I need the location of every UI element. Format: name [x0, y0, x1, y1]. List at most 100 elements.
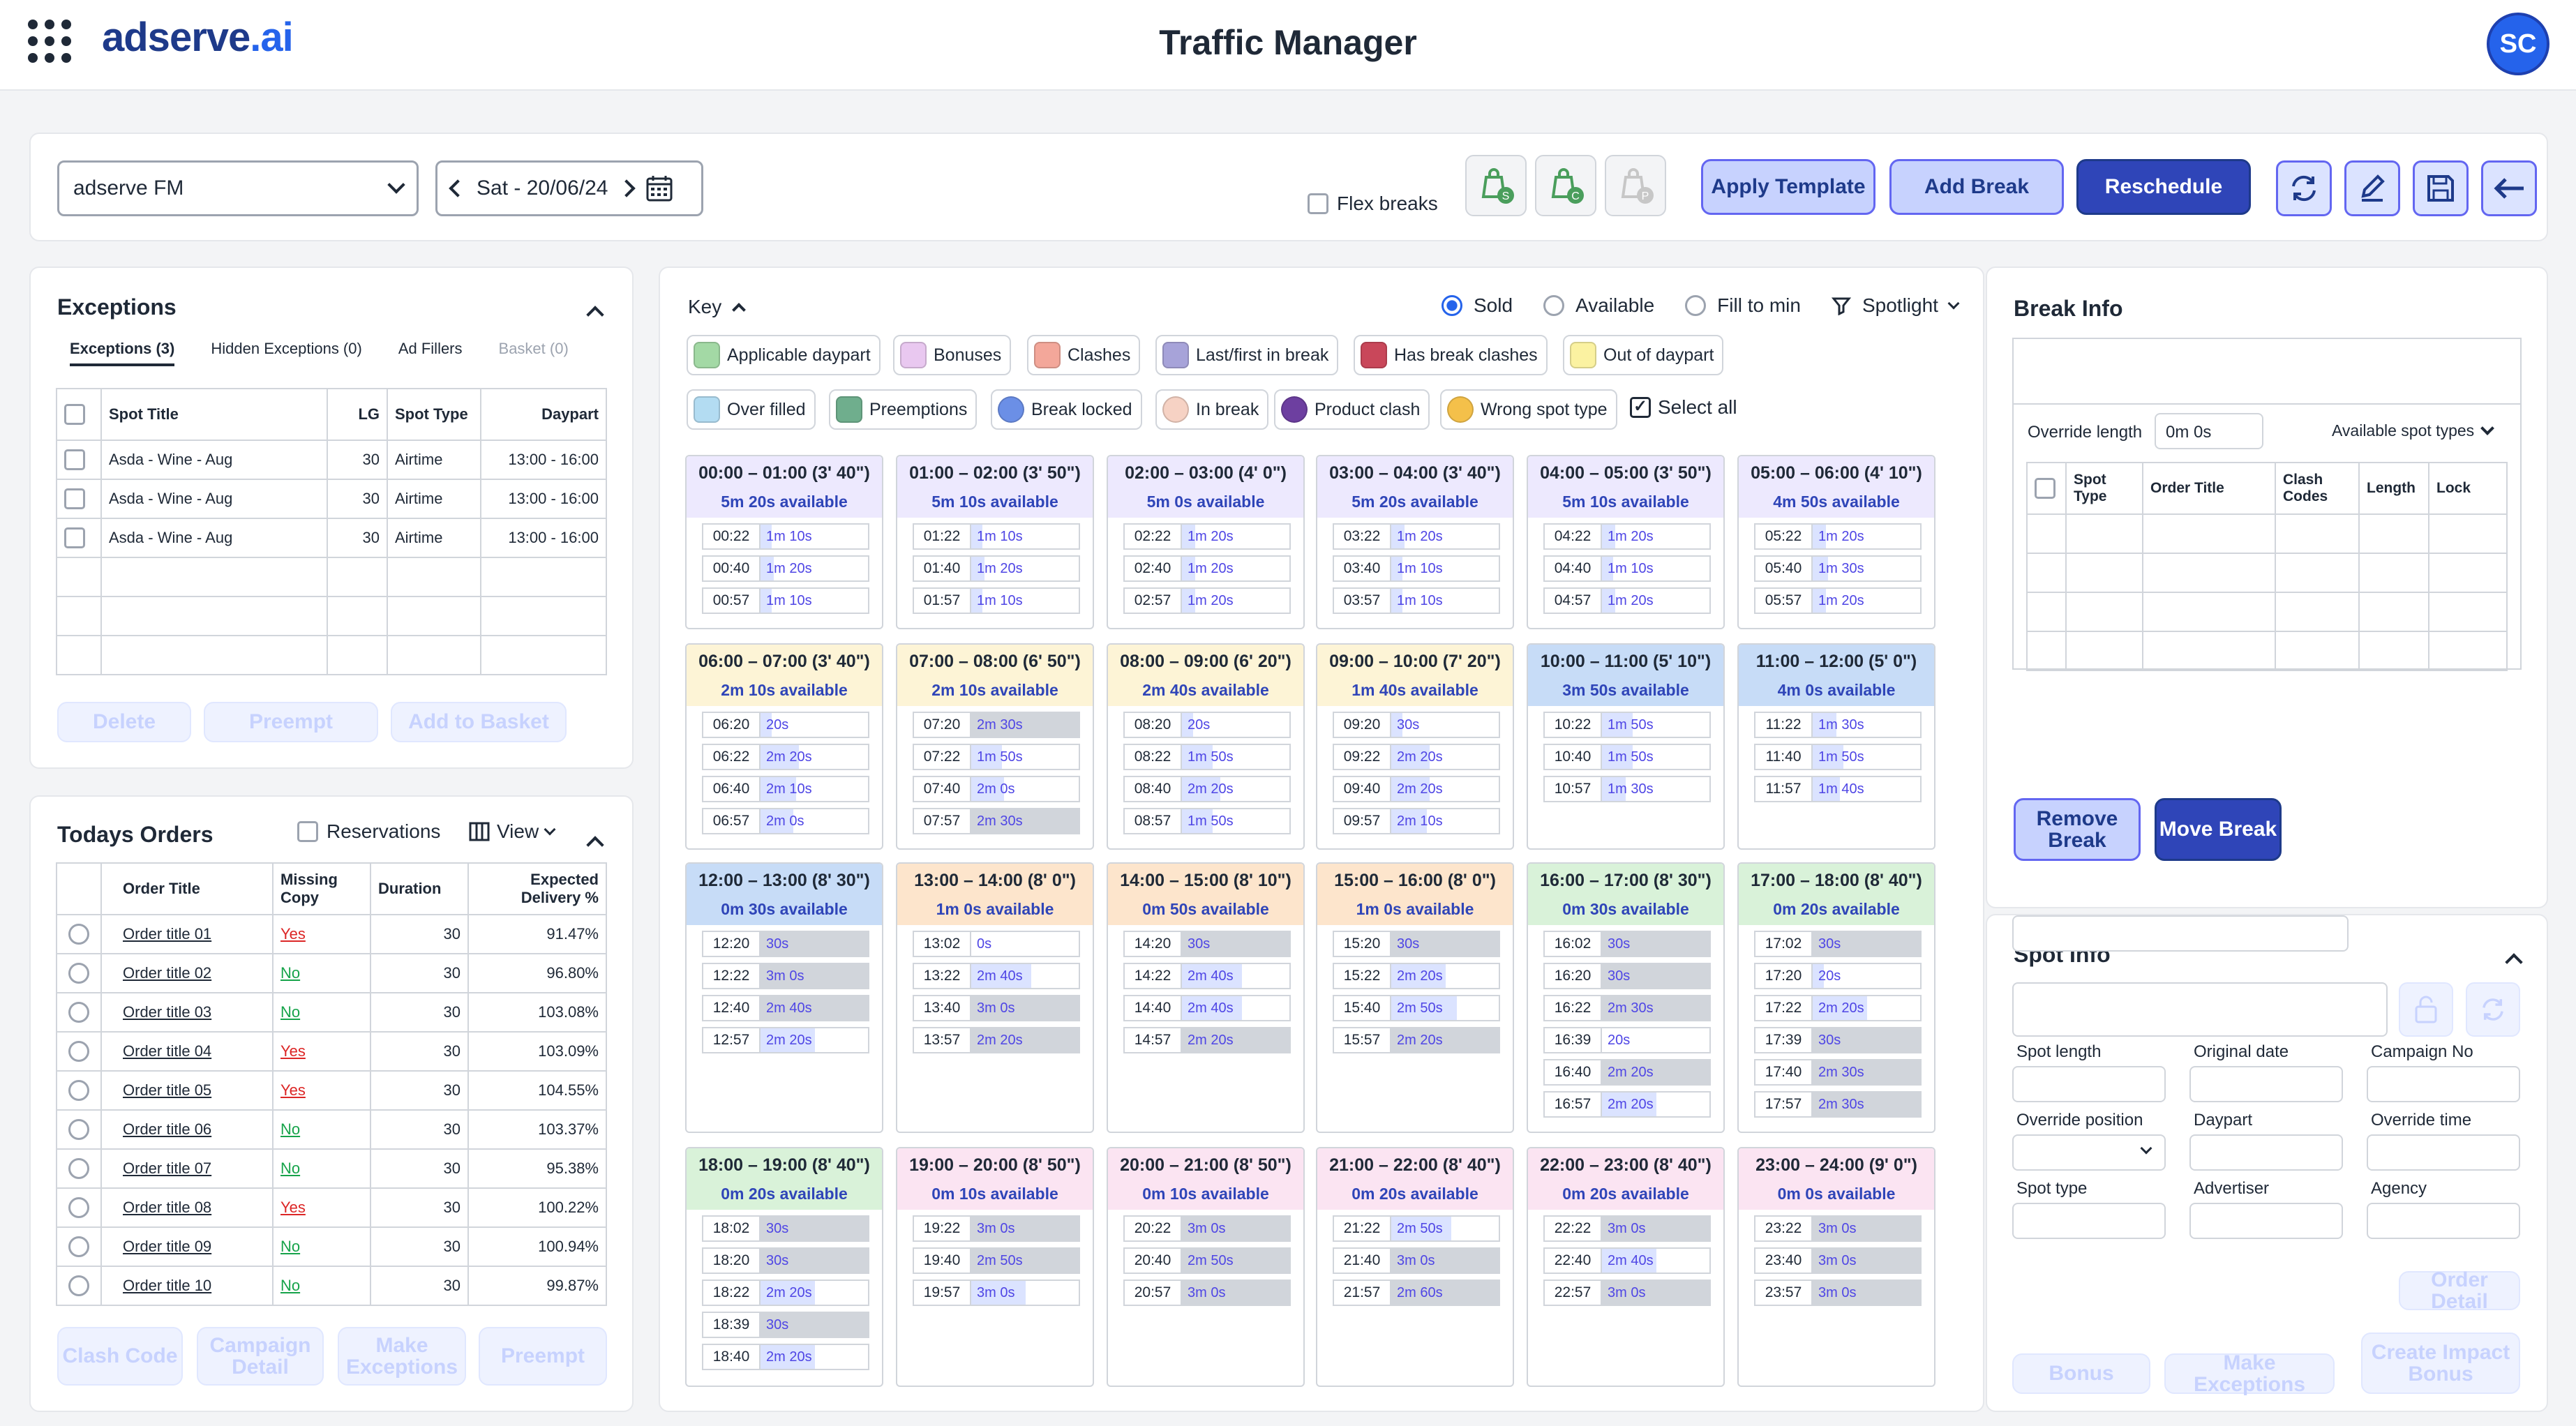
missing-copy-cell[interactable]: Yes — [272, 1031, 371, 1072]
hour-card[interactable]: 08:00 – 09:00 (6' 20") 2m 40s available 08… — [1107, 643, 1305, 850]
preempt-button[interactable]: Preempt — [204, 702, 378, 742]
collapse-orders-icon[interactable] — [586, 836, 604, 854]
key-chip-last-first-in-break[interactable]: Last/first in break — [1155, 335, 1339, 375]
break-slot[interactable]: 09:22 2m 20s — [1333, 744, 1500, 770]
available-radio[interactable] — [1543, 295, 1565, 316]
break-slot[interactable]: 16:57 2m 20s — [1543, 1091, 1711, 1118]
select-all-checkbox[interactable]: ✓ — [1630, 397, 1651, 418]
key-toggle[interactable]: Key — [688, 296, 747, 318]
key-chip-in-break[interactable]: In break — [1155, 389, 1269, 430]
clash-code-input[interactable] — [2012, 915, 2349, 952]
order-title-link[interactable]: Order title 07 — [100, 1148, 274, 1189]
break-slot[interactable]: 08:57 1m 50s — [1123, 808, 1291, 834]
campaign-detail-button[interactable]: Campaign Detail — [197, 1327, 324, 1386]
break-slot[interactable]: 21:57 2m 60s — [1333, 1279, 1500, 1306]
key-chip-bonuses[interactable]: Bonuses — [893, 335, 1012, 375]
reschedule-button[interactable]: Reschedule — [2076, 159, 2251, 215]
break-slot[interactable]: 09:40 2m 20s — [1333, 776, 1500, 802]
break-slot[interactable]: 10:40 1m 50s — [1543, 744, 1711, 770]
hour-card[interactable]: 03:00 – 04:00 (3' 40") 5m 20s available 03… — [1316, 455, 1514, 629]
break-slot[interactable]: 13:22 2m 40s — [913, 963, 1080, 989]
tab-basket[interactable]: Basket (0) — [498, 340, 569, 357]
key-chip-has-break-clashes[interactable]: Has break clashes — [1354, 335, 1548, 375]
move-break-button[interactable]: Move Break — [2155, 798, 2282, 861]
hour-card[interactable]: 10:00 – 11:00 (5' 10") 3m 50s available 10… — [1527, 643, 1725, 850]
reservations-toggle[interactable]: Reservations — [297, 820, 440, 843]
break-slot[interactable]: 11:57 1m 40s — [1754, 776, 1922, 802]
table-row[interactable]: Order title 05 Yes 30 104.55% — [56, 1070, 607, 1111]
clash-bag-button[interactable]: C — [1535, 155, 1596, 216]
break-slot[interactable]: 03:57 1m 10s — [1333, 587, 1500, 614]
break-slot[interactable]: 15:20 30s — [1333, 931, 1500, 957]
col-daypart[interactable]: Daypart — [480, 388, 607, 441]
user-avatar[interactable]: SC — [2487, 13, 2549, 75]
missing-copy-cell[interactable]: No — [272, 1109, 371, 1150]
order-detail-button[interactable]: Order Detail — [2399, 1268, 2520, 1312]
make-exceptions-spot-button[interactable]: Make Exceptions — [2164, 1351, 2335, 1395]
table-row[interactable]: Order title 10 No 30 99.87% — [56, 1266, 607, 1306]
hour-card[interactable]: 00:00 – 01:00 (3' 40") 5m 20s available 00… — [685, 455, 883, 629]
break-slot[interactable]: 12:57 2m 20s — [702, 1027, 869, 1053]
break-slot[interactable]: 01:57 1m 10s — [913, 587, 1080, 614]
unlock-button[interactable] — [2399, 982, 2453, 1037]
row-radio[interactable] — [56, 1148, 102, 1189]
break-slot[interactable]: 19:40 2m 50s — [913, 1247, 1080, 1274]
order-title-link[interactable]: Order title 08 — [100, 1187, 274, 1228]
break-slot[interactable]: 00:22 1m 10s — [702, 523, 869, 550]
break-slot[interactable]: 14:22 2m 40s — [1123, 963, 1291, 989]
missing-copy-cell[interactable]: No — [272, 1148, 371, 1189]
break-slot[interactable]: 17:40 2m 30s — [1754, 1059, 1922, 1086]
table-row[interactable] — [2026, 553, 2508, 593]
break-slot[interactable]: 21:40 3m 0s — [1333, 1247, 1500, 1274]
logo[interactable]: adserve.ai — [102, 15, 294, 60]
spot-type-input[interactable] — [2012, 1203, 2166, 1239]
hour-card[interactable]: 20:00 – 21:00 (8' 50") 0m 10s available 20… — [1107, 1147, 1305, 1387]
row-radio[interactable] — [56, 1226, 102, 1267]
row-checkbox[interactable] — [56, 440, 102, 480]
row-checkbox[interactable] — [56, 518, 102, 558]
override-length-input[interactable]: 0m 0s — [2155, 413, 2263, 449]
break-slot[interactable]: 22:22 3m 0s — [1543, 1215, 1711, 1242]
table-row[interactable] — [2026, 592, 2508, 632]
flex-breaks-checkbox[interactable] — [1308, 193, 1328, 214]
break-slot[interactable]: 11:22 1m 30s — [1754, 712, 1922, 738]
advertiser-input[interactable] — [2189, 1203, 2343, 1239]
break-slot[interactable]: 06:40 2m 10s — [702, 776, 869, 802]
break-slot[interactable]: 17:02 30s — [1754, 931, 1922, 957]
agency-input[interactable] — [2367, 1203, 2520, 1239]
break-slot[interactable]: 17:57 2m 30s — [1754, 1091, 1922, 1118]
save-button[interactable] — [2413, 160, 2469, 216]
break-slot[interactable]: 07:40 2m 0s — [913, 776, 1080, 802]
row-radio[interactable] — [56, 1031, 102, 1072]
break-slot[interactable]: 16:20 30s — [1543, 963, 1711, 989]
daypart-input[interactable] — [2189, 1134, 2343, 1171]
row-radio[interactable] — [56, 1187, 102, 1228]
back-button[interactable] — [2481, 160, 2537, 216]
create-impact-bonus-button[interactable]: Create Impact Bonus — [2361, 1333, 2520, 1394]
table-row[interactable]: Order title 09 No 30 100.94% — [56, 1226, 607, 1267]
key-chip-applicable-daypart[interactable]: Applicable daypart — [687, 335, 881, 375]
break-slot[interactable]: 15:40 2m 50s — [1333, 995, 1500, 1021]
break-slot[interactable]: 03:40 1m 10s — [1333, 555, 1500, 582]
key-chip-over-filled[interactable]: Over filled — [687, 389, 816, 430]
hour-card[interactable]: 13:00 – 14:00 (8' 0") 1m 0s available 13:0… — [896, 862, 1094, 1133]
order-title-link[interactable]: Order title 10 — [100, 1266, 274, 1306]
table-row[interactable]: Order title 04 Yes 30 103.09% — [56, 1031, 607, 1072]
break-slot[interactable]: 05:40 1m 30s — [1754, 555, 1922, 582]
key-chip-product-clash[interactable]: Product clash — [1274, 389, 1430, 430]
override-position-input[interactable] — [2012, 1134, 2166, 1171]
sold-radio[interactable] — [1441, 295, 1462, 316]
break-slot[interactable]: 20:40 2m 50s — [1123, 1247, 1291, 1274]
edit-button[interactable] — [2344, 160, 2400, 216]
row-checkbox[interactable] — [56, 479, 102, 519]
break-slot[interactable]: 10:57 1m 30s — [1543, 776, 1711, 802]
table-row[interactable] — [56, 635, 607, 675]
break-slot[interactable]: 00:40 1m 20s — [702, 555, 869, 582]
select-all-cell[interactable] — [2026, 462, 2067, 515]
break-slot[interactable]: 07:22 1m 50s — [913, 744, 1080, 770]
station-select[interactable]: adserve FM — [57, 160, 419, 216]
break-slot[interactable]: 16:22 2m 30s — [1543, 995, 1711, 1021]
table-row[interactable] — [56, 596, 607, 636]
table-row[interactable] — [2026, 513, 2508, 554]
spot-search-input[interactable] — [2012, 982, 2388, 1037]
